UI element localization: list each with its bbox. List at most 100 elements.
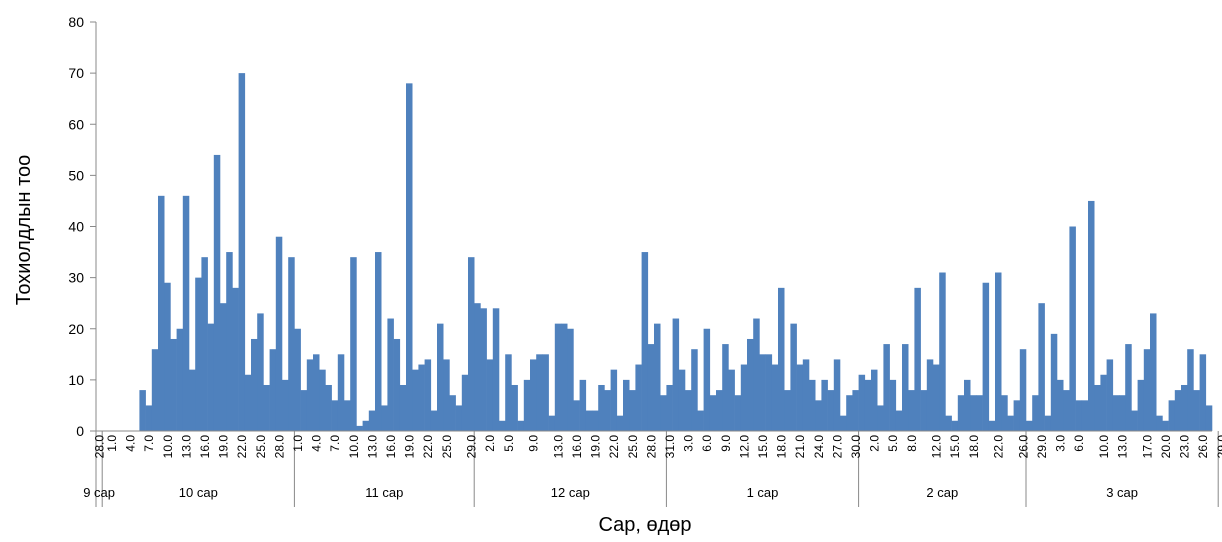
bar	[399, 384, 407, 431]
bar	[449, 395, 456, 431]
y-tick-label: 50	[68, 167, 84, 183]
x-tick-label: 15.0	[948, 435, 962, 459]
bar	[840, 415, 847, 431]
bar	[641, 252, 649, 431]
bar	[430, 410, 438, 431]
bar	[592, 410, 599, 431]
bar	[443, 359, 450, 431]
bar	[350, 257, 357, 431]
bar	[660, 395, 667, 431]
bar	[269, 349, 277, 431]
bar	[809, 379, 816, 431]
bar	[678, 369, 686, 431]
bar	[802, 359, 810, 431]
bar	[1112, 395, 1120, 431]
bar	[1205, 405, 1213, 431]
x-tick-label: 6.0	[700, 435, 714, 452]
month-label: 3 сар	[1106, 485, 1138, 500]
x-tick-label: 1.0	[291, 435, 305, 452]
bar	[294, 328, 301, 431]
bar	[412, 369, 419, 431]
bar	[1032, 395, 1039, 431]
bar	[846, 395, 853, 431]
bar	[1026, 420, 1033, 431]
bar	[833, 359, 841, 431]
bar	[158, 195, 165, 431]
bar	[499, 420, 506, 431]
x-tick-label: 4.0	[310, 435, 324, 452]
bar	[1174, 390, 1182, 431]
bar	[957, 395, 965, 431]
month-label: 2 сар	[926, 485, 958, 500]
bar	[902, 344, 909, 431]
bar	[685, 390, 692, 431]
bar	[1162, 420, 1169, 431]
x-tick-label: 19.0	[589, 435, 603, 459]
bar	[375, 252, 382, 431]
x-tick-label: 31.0	[663, 435, 677, 459]
x-tick-label: 13.0	[365, 435, 379, 459]
x-tick-label: 12.0	[930, 435, 944, 459]
bar	[207, 323, 215, 431]
bar	[170, 338, 177, 431]
x-tick-label: 26.0	[1196, 435, 1210, 459]
bar	[716, 390, 723, 431]
bar	[1199, 354, 1207, 431]
x-tick-label: 21.0	[793, 435, 807, 459]
bar	[356, 425, 363, 431]
bar	[722, 344, 729, 431]
y-tick-label: 20	[68, 321, 84, 337]
month-label: 9 сар	[83, 485, 115, 500]
bar	[1007, 415, 1014, 431]
bar	[263, 384, 270, 431]
bar	[598, 384, 605, 431]
bar	[970, 395, 977, 431]
x-tick-label: 16.0	[198, 435, 212, 459]
bar	[182, 195, 190, 431]
bar	[796, 364, 804, 431]
x-tick-label: 22.0	[421, 435, 435, 459]
y-tick-label: 30	[68, 270, 84, 286]
x-tick-label: 27.0	[830, 435, 844, 459]
bar	[691, 349, 698, 431]
x-tick-label: 10.0	[347, 435, 361, 459]
y-tick-label: 10	[68, 372, 84, 388]
bar	[406, 83, 413, 431]
bar	[1119, 395, 1126, 431]
bar	[151, 349, 159, 431]
bar	[1088, 200, 1095, 431]
bar	[201, 257, 208, 431]
y-tick-label: 70	[68, 65, 84, 81]
bar	[362, 420, 370, 431]
month-label: 11 сар	[365, 485, 403, 500]
bar	[1057, 379, 1064, 431]
x-tick-label: 15.0	[756, 435, 770, 459]
bar	[709, 395, 717, 431]
bar	[734, 395, 742, 431]
bar	[424, 359, 432, 431]
x-tick-label: 25.0	[626, 435, 640, 459]
bar	[325, 384, 332, 431]
bar	[635, 364, 642, 431]
bar	[176, 328, 184, 431]
bar	[883, 344, 890, 431]
x-tick-label: 17.0	[1140, 435, 1154, 459]
bar	[511, 384, 518, 431]
x-tick-label: 29.0	[1035, 435, 1049, 459]
x-tick-label: 28.0	[93, 435, 107, 459]
x-tick-label: 3.0	[682, 435, 696, 452]
x-tick-label: 8.0	[905, 435, 919, 452]
bar	[945, 415, 952, 431]
bar	[877, 405, 884, 431]
bar	[195, 277, 202, 431]
bar	[964, 379, 971, 431]
y-tick-label: 80	[68, 14, 84, 30]
x-axis-tick-labels: 28.01.0 4.0 7.0 10.0 13.0 16.0 19.0 22.0 25.0 28.…	[93, 435, 1222, 459]
bar	[437, 323, 444, 431]
bar	[480, 308, 487, 431]
bar	[567, 328, 574, 431]
bar	[455, 405, 463, 431]
bar	[951, 420, 959, 431]
x-tick-label: 9.0	[719, 435, 733, 452]
